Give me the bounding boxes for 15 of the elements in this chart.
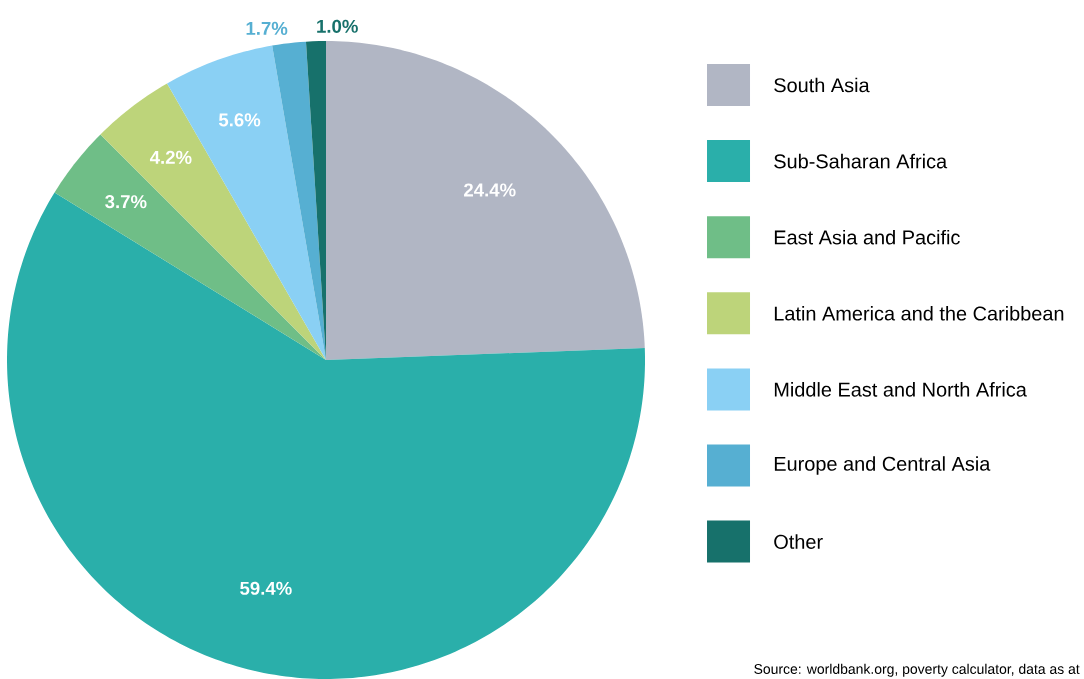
source-note: Source: worldbank.org, poverty calculator, data as at <box>754 663 1080 677</box>
data-label: 4.2% <box>149 150 192 164</box>
data-label: 5.6% <box>218 113 261 127</box>
data-label: 1.0% <box>317 19 358 33</box>
legend-label: Other <box>774 534 823 549</box>
legend-label: Middle East and North Africa <box>774 382 1027 397</box>
legend-label: East Asia and Pacific <box>774 229 960 245</box>
legend-label: Sub-Saharan Africa <box>774 153 948 169</box>
data-label: 24.4% <box>464 183 516 197</box>
legend-label: South Asia <box>774 77 870 93</box>
data-label: 1.7% <box>246 21 288 35</box>
data-label: 59.4% <box>240 581 292 595</box>
legend-label: Europe and Central Asia <box>774 456 991 475</box>
data-label: 3.7% <box>105 195 147 209</box>
legend-label: Latin America and the Caribbean <box>774 305 1064 321</box>
